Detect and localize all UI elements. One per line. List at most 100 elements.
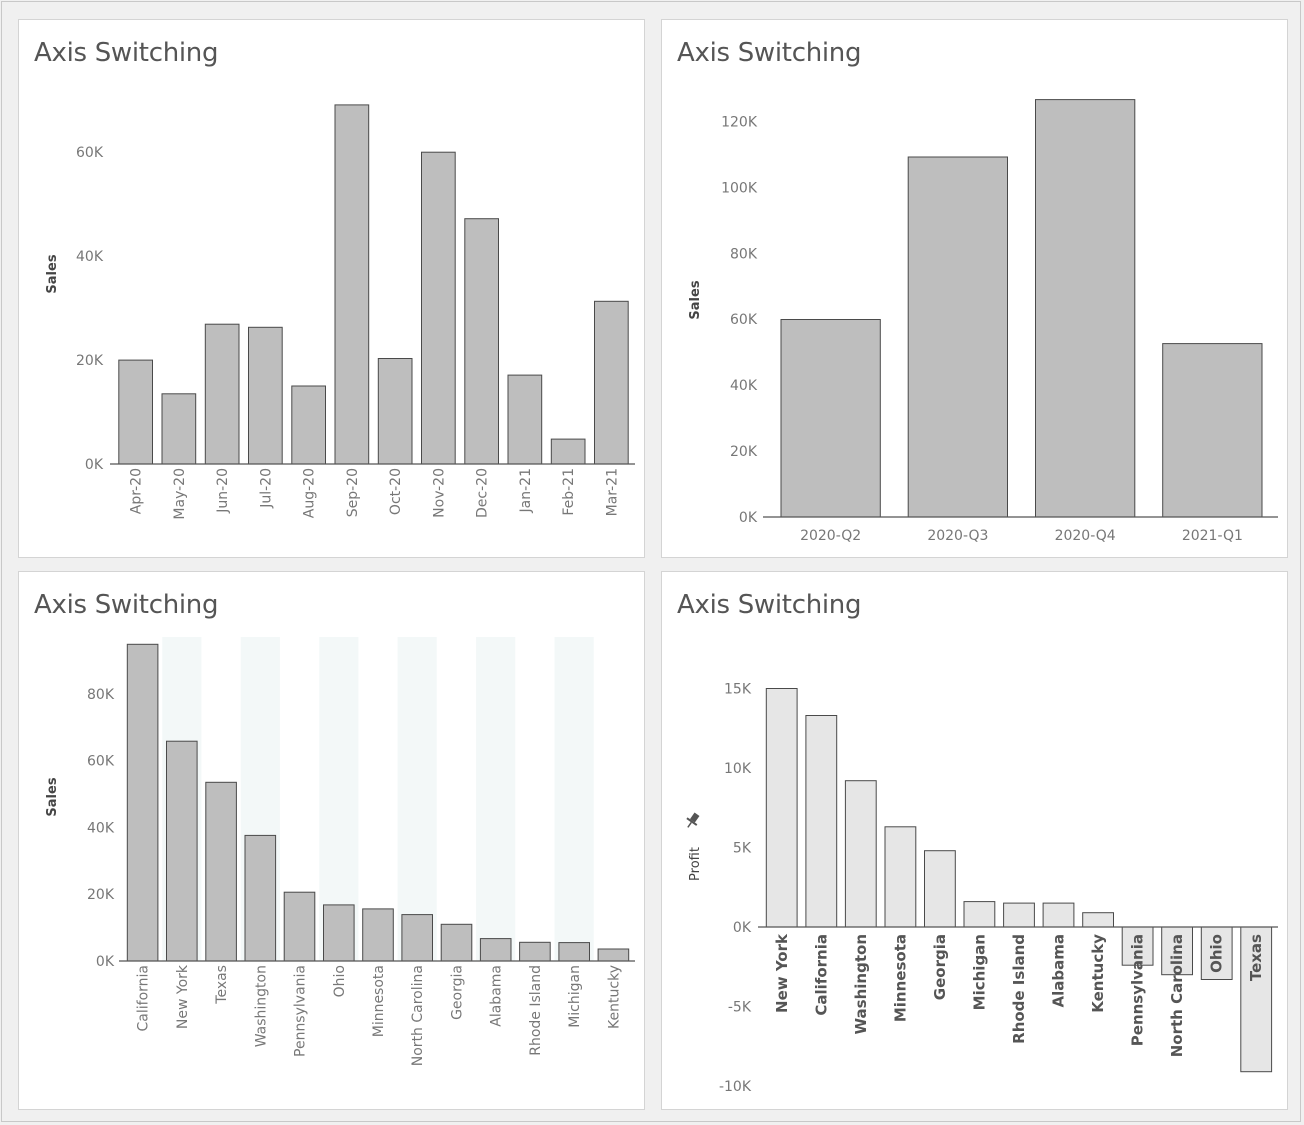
column-band — [397, 637, 437, 961]
bar — [377, 358, 413, 465]
x-tick-label: May-20 — [172, 468, 188, 520]
bar — [1003, 902, 1035, 928]
y-tick-label: 100K — [721, 180, 758, 196]
bar — [362, 908, 394, 962]
x-tick-label: Texas — [1247, 934, 1265, 981]
x-tick-label: Minnesota — [371, 965, 387, 1037]
x-tick-label: Aug-20 — [302, 468, 318, 518]
y-tick-label: 20K — [87, 887, 115, 903]
bar — [204, 323, 240, 465]
y-axis-label: Sales — [45, 254, 60, 293]
bar — [118, 359, 154, 465]
y-tick-label: 20K — [76, 353, 104, 369]
bar — [597, 948, 630, 962]
x-tick-label: Oct-20 — [388, 468, 404, 515]
y-axis-label: Sales — [688, 280, 703, 319]
pin-icon-head — [689, 812, 700, 823]
bar — [464, 218, 499, 465]
y-tick-label: 0K — [96, 954, 115, 970]
bar — [421, 151, 456, 465]
y-axis-label: Sales — [45, 777, 60, 816]
bar — [323, 904, 355, 962]
bar — [479, 938, 512, 962]
bar — [1035, 99, 1136, 518]
x-tick-label: Ohio — [1208, 934, 1226, 973]
y-tick-label: 15K — [724, 682, 752, 698]
x-tick-label: Michigan — [970, 934, 988, 1010]
x-tick-label: Pennsylvania — [293, 965, 309, 1057]
x-tick-label: Georgia — [931, 934, 949, 1000]
bar — [907, 156, 1008, 518]
monthly-sales-bar-chart[interactable]: 0K 20K 40K 60K Sales Apr-20 May-20 Jun-20 Jul-20… — [19, 20, 645, 558]
quarterly-sales-bar-chart[interactable]: 0K 20K 40K 60K 80K 100K 120K Sales 2020-Q2 2020-Q… — [662, 20, 1288, 558]
y-tick-label: 40K — [76, 249, 104, 265]
x-tick-label: Texas — [214, 965, 230, 1005]
chart-panel-monthly-sales: Axis Switching 0K 20K 40K 60K Sales Apr-20 May… — [18, 19, 645, 558]
panel-title: Axis Switching — [34, 590, 219, 620]
x-tick-label: Alabama — [1050, 934, 1068, 1007]
bar — [519, 941, 551, 962]
pin-icon — [686, 812, 700, 828]
x-tick-label: Apr-20 — [129, 468, 145, 514]
y-tick-label: -5K — [728, 1000, 752, 1016]
panel-title: Axis Switching — [677, 38, 862, 68]
y-tick-label: -10K — [719, 1079, 752, 1095]
x-tick-label: Washington — [253, 965, 269, 1047]
x-tick-label: 2021-Q1 — [1182, 528, 1243, 544]
bar — [248, 326, 283, 465]
pin-icon-base — [686, 817, 698, 826]
bar — [963, 901, 996, 928]
bar — [1162, 343, 1263, 518]
y-tick-label: 40K — [87, 820, 115, 836]
x-tick-label: Sep-20 — [345, 468, 361, 517]
bar — [1082, 912, 1115, 928]
x-tick-label: Pennsylvania — [1129, 934, 1147, 1046]
y-tick-label: 80K — [87, 687, 115, 703]
y-tick-label: 60K — [87, 754, 115, 770]
x-tick-label: 2020-Q4 — [1055, 528, 1116, 544]
x-tick-label: Kentucky — [606, 965, 622, 1029]
x-tick-label: Michigan — [567, 965, 583, 1028]
bar — [244, 834, 277, 962]
bar — [334, 104, 370, 465]
column-band — [554, 637, 594, 961]
bar — [126, 643, 159, 962]
y-tick-label: 10K — [724, 761, 752, 777]
x-tick-label: North Carolina — [1168, 934, 1186, 1057]
y-tick-label: 40K — [730, 378, 758, 394]
bar — [1042, 902, 1075, 928]
y-tick-label: 5K — [733, 841, 752, 857]
x-tick-label: North Carolina — [410, 965, 426, 1066]
state-profit-bar-chart[interactable]: -10K -5K 0K 5K 10K 15K Profit New York Californi… — [662, 572, 1288, 1110]
x-tick-label: New York — [175, 964, 191, 1029]
pin-icon-needle — [687, 822, 692, 828]
bar — [765, 688, 798, 928]
bar — [844, 780, 877, 928]
bar — [291, 385, 326, 465]
x-tick-label: Mar-21 — [604, 468, 620, 516]
x-tick-label: Dec-20 — [475, 468, 491, 518]
x-tick-label: Jul-20 — [258, 468, 274, 509]
x-tick-label: Minnesota — [891, 934, 909, 1022]
bar — [166, 740, 198, 962]
x-tick-label: Rhode Island — [1010, 934, 1028, 1044]
x-tick-label: Nov-20 — [431, 468, 447, 518]
bar — [205, 781, 237, 962]
bar — [550, 438, 586, 465]
y-tick-label: 0K — [733, 920, 752, 936]
x-tick-label: Alabama — [489, 965, 505, 1027]
bar — [440, 923, 473, 962]
x-tick-label: 2020-Q3 — [927, 528, 988, 544]
chart-panel-state-profit: Axis Switching -10K -5K 0K 5K 10K 15K Profit Ne… — [661, 571, 1288, 1110]
bar — [884, 826, 917, 928]
bar — [507, 374, 543, 465]
y-axis-label: Profit — [688, 847, 703, 881]
state-sales-bar-chart[interactable]: 0K 20K 40K 60K 80K Sales California New York Tex… — [19, 572, 645, 1110]
y-tick-label: 0K — [739, 510, 758, 526]
bar — [401, 914, 433, 962]
panel-title: Axis Switching — [677, 590, 862, 620]
x-tick-label: Jan-21 — [518, 468, 534, 513]
x-tick-label: Kentucky — [1089, 934, 1107, 1013]
bar — [780, 319, 881, 518]
x-tick-label: Jun-20 — [215, 468, 231, 514]
